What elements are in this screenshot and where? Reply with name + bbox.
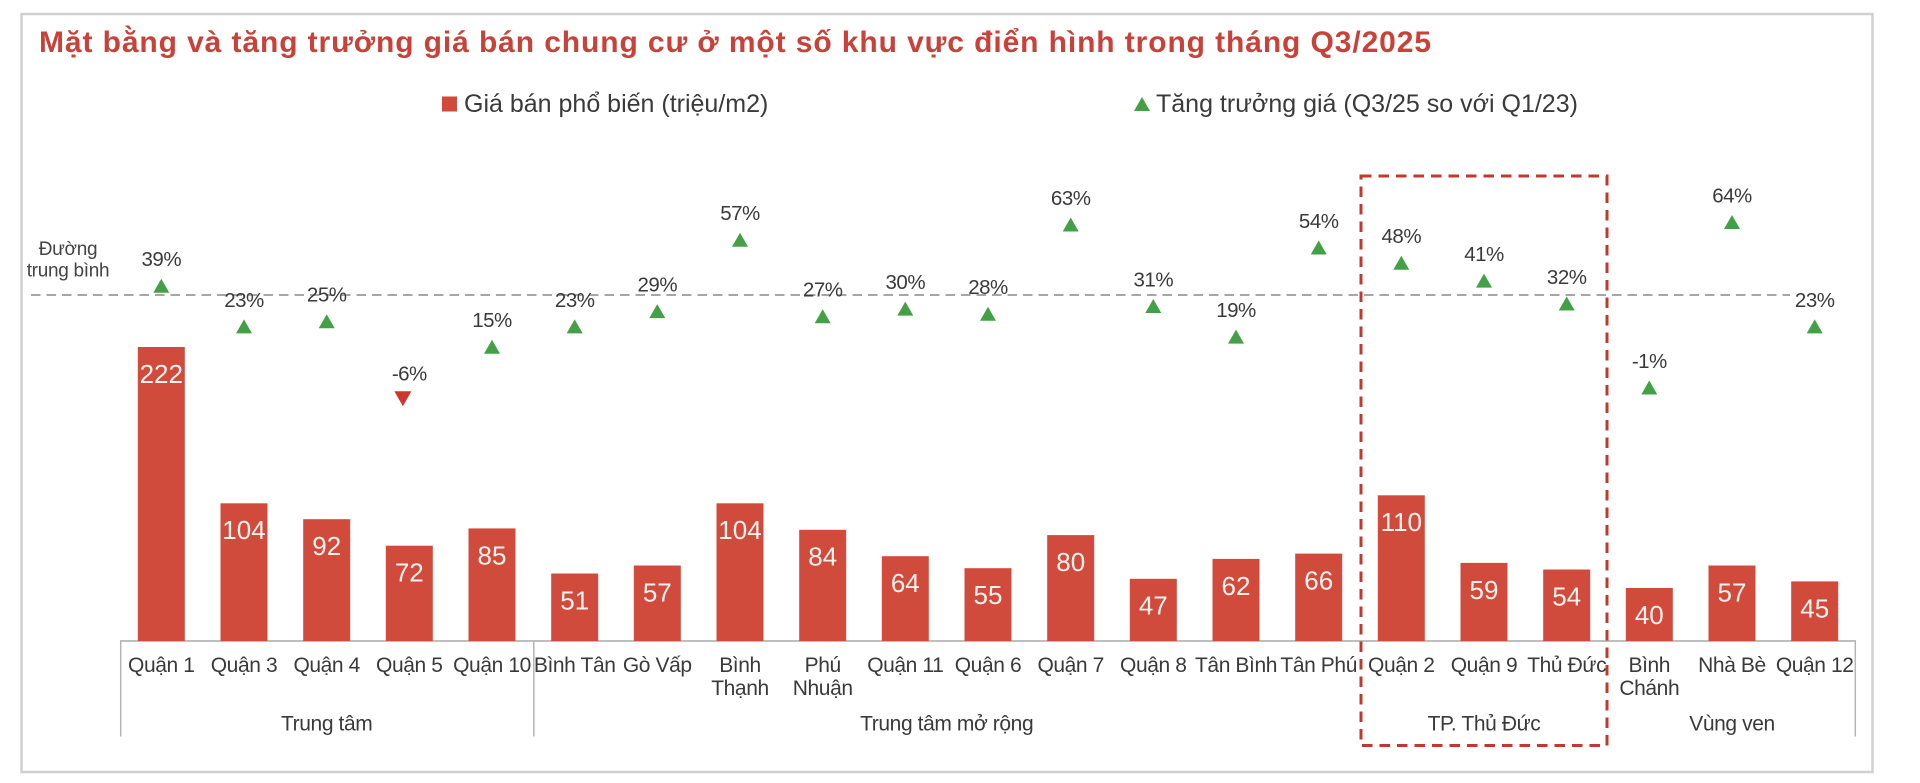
svg-text:110: 110	[1381, 507, 1422, 537]
svg-text:TP. Thủ Đức: TP. Thủ Đức	[1428, 713, 1541, 736]
svg-text:Trung tâm: Trung tâm	[281, 713, 372, 736]
svg-text:Gò Vấp: Gò Vấp	[623, 654, 692, 677]
svg-text:92: 92	[312, 531, 341, 561]
svg-text:40: 40	[1635, 600, 1664, 630]
svg-text:62: 62	[1222, 571, 1251, 601]
svg-text:Quận 3: Quận 3	[211, 654, 278, 677]
svg-text:51: 51	[560, 585, 589, 615]
svg-text:15%: 15%	[472, 309, 512, 332]
svg-text:Tân Phú: Tân Phú	[1280, 654, 1357, 677]
svg-text:Quận 11: Quận 11	[867, 654, 943, 677]
svg-text:Mặt bằng và tăng trưởng giá bá: Mặt bằng và tăng trưởng giá bán chung cư…	[39, 25, 1432, 59]
svg-text:Quận 8: Quận 8	[1120, 654, 1187, 677]
svg-text:66: 66	[1304, 566, 1333, 596]
svg-text:84: 84	[808, 542, 837, 572]
svg-text:54: 54	[1552, 581, 1581, 611]
svg-text:Tân Bình: Tân Bình	[1195, 654, 1277, 677]
svg-text:Thủ Đức: Thủ Đức	[1527, 654, 1606, 677]
svg-text:32%: 32%	[1547, 266, 1587, 289]
svg-text:54%: 54%	[1299, 210, 1339, 233]
svg-text:64%: 64%	[1712, 184, 1752, 207]
svg-text:63%: 63%	[1051, 187, 1091, 210]
svg-text:Trung tâm mở rộng: Trung tâm mở rộng	[860, 713, 1033, 736]
svg-text:Phú: Phú	[805, 654, 841, 677]
svg-text:57: 57	[1718, 577, 1747, 607]
svg-text:19%: 19%	[1216, 299, 1256, 322]
svg-text:-6%: -6%	[392, 363, 427, 386]
svg-text:48%: 48%	[1382, 225, 1422, 248]
svg-text:Tăng trưởng giá (Q3/25 so với: Tăng trưởng giá (Q3/25 so với Q1/23)	[1156, 90, 1578, 118]
svg-text:Chánh: Chánh	[1619, 677, 1679, 700]
svg-text:28%: 28%	[968, 276, 1008, 299]
svg-text:Quận 5: Quận 5	[376, 654, 443, 677]
svg-text:-1%: -1%	[1632, 350, 1667, 373]
svg-text:104: 104	[718, 515, 761, 545]
svg-text:27%: 27%	[803, 279, 843, 302]
svg-text:Quận 7: Quận 7	[1037, 654, 1104, 677]
svg-text:Quận 10: Quận 10	[453, 654, 531, 677]
svg-text:57%: 57%	[720, 202, 760, 225]
svg-text:80: 80	[1056, 547, 1085, 577]
svg-text:41%: 41%	[1464, 243, 1504, 266]
svg-text:Thạnh: Thạnh	[711, 677, 769, 700]
svg-text:45: 45	[1800, 593, 1829, 623]
svg-text:Nhuận: Nhuận	[793, 677, 853, 700]
svg-text:57: 57	[643, 577, 672, 607]
svg-text:Bình: Bình	[719, 654, 761, 677]
svg-text:222: 222	[140, 359, 183, 389]
svg-text:25%: 25%	[307, 284, 347, 307]
svg-text:47: 47	[1139, 591, 1168, 621]
svg-text:Bình Tân: Bình Tân	[534, 654, 616, 677]
svg-text:Quận 12: Quận 12	[1776, 654, 1854, 677]
svg-text:Vùng ven: Vùng ven	[1689, 713, 1775, 736]
svg-text:72: 72	[395, 558, 424, 588]
svg-text:55: 55	[974, 580, 1003, 610]
svg-text:23%: 23%	[1795, 289, 1835, 312]
svg-text:29%: 29%	[638, 274, 678, 297]
svg-text:30%: 30%	[886, 271, 926, 294]
svg-text:Bình: Bình	[1628, 654, 1670, 677]
svg-text:trung bình: trung bình	[27, 261, 110, 282]
svg-text:Đường: Đường	[39, 239, 98, 260]
svg-text:Quận 2: Quận 2	[1368, 654, 1435, 677]
svg-text:39%: 39%	[142, 248, 182, 271]
svg-text:59: 59	[1470, 575, 1499, 605]
svg-text:Quận 9: Quận 9	[1451, 654, 1518, 677]
svg-text:Quận 1: Quận 1	[128, 654, 195, 677]
svg-text:Giá bán phổ biến (triệu/m2): Giá bán phổ biến (triệu/m2)	[464, 90, 768, 118]
svg-text:85: 85	[478, 540, 507, 570]
svg-text:23%: 23%	[224, 289, 264, 312]
svg-text:64: 64	[891, 568, 920, 598]
svg-text:Nhà Bè: Nhà Bè	[1698, 654, 1766, 677]
svg-text:31%: 31%	[1134, 268, 1174, 291]
svg-text:104: 104	[222, 515, 265, 545]
svg-text:23%: 23%	[555, 289, 595, 312]
svg-text:Quận 6: Quận 6	[955, 654, 1022, 677]
svg-text:Quận 4: Quận 4	[293, 654, 360, 677]
